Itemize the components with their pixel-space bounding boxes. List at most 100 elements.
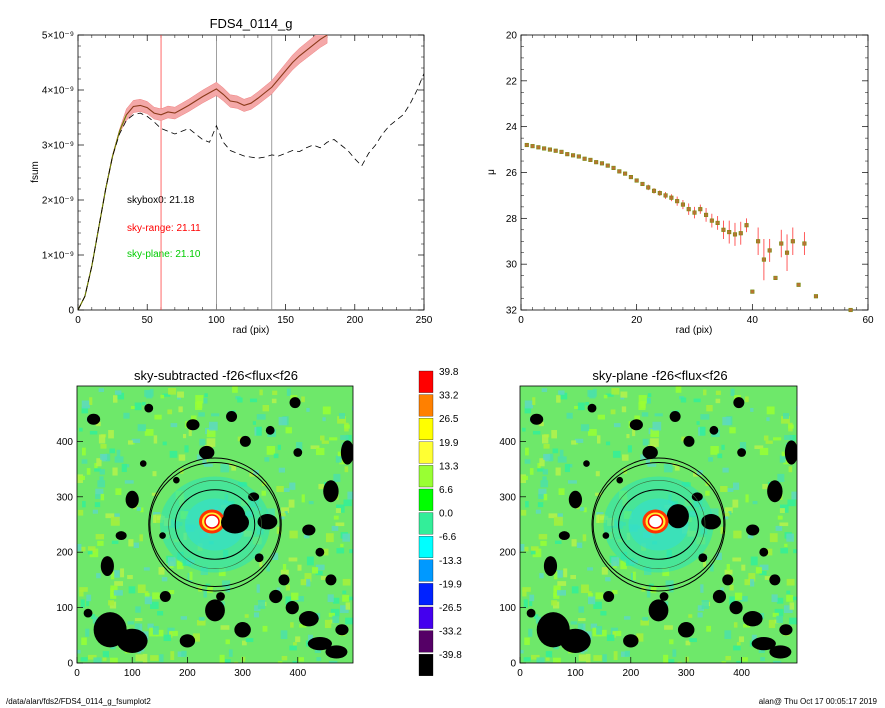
subtracted-noise	[332, 597, 340, 604]
subtracted-noise	[130, 405, 136, 409]
subtracted-noise	[278, 416, 287, 426]
mu-point	[623, 171, 628, 176]
mu-point	[698, 207, 703, 212]
plane-noise	[553, 645, 559, 650]
subtracted-noise	[327, 594, 334, 603]
subtracted-noise	[127, 440, 133, 445]
plane-noise	[782, 413, 789, 419]
plane-noise	[775, 525, 783, 531]
subtracted-noise	[81, 400, 90, 409]
plane-noise	[553, 585, 561, 593]
plane-noise	[742, 624, 751, 628]
plane-noise	[520, 543, 525, 552]
plane-noise	[791, 596, 797, 601]
plane-noise	[777, 515, 783, 520]
mu-point	[848, 307, 853, 313]
plane-noise	[539, 573, 544, 579]
subtracted-noise	[281, 507, 290, 513]
plane-noise	[638, 402, 646, 410]
subtracted-noise	[198, 412, 205, 417]
subtracted-noise	[347, 596, 353, 601]
plane-noise	[749, 640, 754, 647]
subtracted-noise	[89, 548, 99, 558]
subtracted-noise	[86, 600, 90, 607]
subtracted-noise	[339, 459, 347, 465]
subtracted-noise	[144, 389, 151, 397]
plane-noise	[581, 584, 589, 594]
plane-noise	[522, 427, 526, 432]
plane-noise	[553, 571, 558, 580]
subtracted-noise	[249, 398, 258, 403]
subtracted-noise	[345, 602, 351, 610]
plane-noise	[736, 660, 741, 663]
subtracted-xtick-label: 100	[124, 668, 141, 679]
plane-noise	[663, 464, 673, 473]
subtracted-noise	[273, 453, 279, 459]
plane-noise	[739, 442, 747, 451]
subtracted-mask	[315, 547, 325, 557]
plane-noise	[763, 435, 769, 441]
plane-noise	[688, 614, 693, 618]
subtracted-noise	[77, 649, 81, 654]
subtracted-noise	[272, 552, 279, 561]
subtracted-noise	[336, 548, 345, 554]
subtracted-mask	[285, 601, 299, 615]
plane-noise	[595, 592, 603, 600]
plane-noise	[727, 488, 734, 492]
mu-ytick-label: 28	[506, 214, 518, 225]
plane-noise	[783, 605, 793, 614]
plane-noise	[553, 516, 563, 526]
plane-mask	[729, 601, 743, 615]
subtracted-noise	[335, 522, 345, 527]
plane-aperture	[618, 489, 699, 560]
plane-noise	[599, 629, 607, 637]
plane-noise	[677, 661, 682, 663]
plane-noise	[524, 637, 530, 645]
plane-noise	[583, 507, 587, 513]
subtracted-noise	[256, 414, 266, 420]
plane-noise	[699, 426, 706, 436]
plane-noise	[791, 491, 797, 500]
plane-noise	[783, 459, 791, 465]
plane-noise	[733, 645, 741, 651]
fsum-plot-area	[78, 35, 424, 310]
sky-subtracted-title: sky-subtracted -f26<flux<f26	[134, 368, 298, 383]
subtracted-noise	[128, 539, 134, 547]
colorbar-label: 0.0	[439, 509, 453, 520]
plane-noise	[522, 475, 529, 481]
plane-mask	[587, 403, 597, 413]
plane-noise	[571, 586, 579, 594]
subtracted-mask	[269, 589, 283, 604]
plane-noise	[654, 413, 663, 417]
plane-noise	[773, 437, 782, 441]
subtracted-xtick-label: 400	[289, 668, 306, 679]
subtracted-noise	[136, 507, 142, 511]
mu-point	[588, 157, 593, 162]
subtracted-noise	[277, 444, 281, 450]
plane-noise	[700, 584, 704, 593]
plane-noise	[744, 579, 752, 586]
plane-noise	[548, 453, 554, 462]
subtracted-noise	[94, 468, 102, 472]
subtracted-mask	[159, 591, 171, 603]
plane-noise	[693, 398, 701, 403]
subtracted-noise	[253, 612, 260, 618]
colorbar-swatch	[418, 654, 434, 676]
subtracted-noise	[114, 390, 122, 395]
plane-noise	[626, 434, 630, 439]
fsum-ytick-label: 3×10⁻⁹	[42, 141, 74, 152]
subtracted-noise	[342, 533, 350, 542]
subtracted-noise	[167, 557, 176, 567]
plane-noise	[708, 457, 713, 462]
plane-noise	[730, 388, 735, 396]
subtracted-noise	[272, 390, 278, 396]
plane-noise	[710, 508, 719, 517]
subtracted-noise	[285, 584, 290, 591]
mu-point	[784, 250, 790, 255]
subtracted-mask	[226, 410, 238, 422]
subtracted-noise	[271, 398, 277, 404]
plane-noise	[745, 494, 749, 503]
plane-noise	[627, 445, 632, 453]
subtracted-noise	[264, 457, 270, 462]
subtracted-outer-aperture	[148, 457, 282, 592]
